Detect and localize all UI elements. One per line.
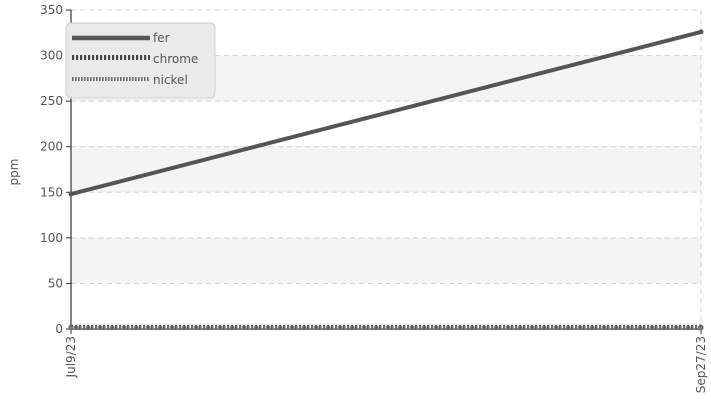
y-tick-label: 350 — [40, 3, 63, 17]
data-point-nickel-0 — [68, 325, 74, 331]
y-tick-label: 150 — [40, 185, 63, 199]
y-tick-label: 300 — [40, 49, 63, 63]
data-point-nickel-1 — [698, 325, 704, 331]
data-point-fer-0 — [68, 191, 74, 197]
plot-band — [71, 237, 701, 284]
y-tick-label: 200 — [40, 140, 63, 154]
y-tick-label: 100 — [40, 231, 63, 245]
legend-label-chrome: chrome — [153, 52, 198, 66]
series-line-fer — [69, 29, 703, 197]
plot-band — [71, 146, 701, 193]
legend-label-nickel: nickel — [153, 73, 188, 87]
y-axis-title: ppm — [7, 159, 21, 186]
data-point-fer-1 — [698, 29, 704, 35]
legend-label-fer: fer — [153, 31, 170, 45]
y-tick-label: 50 — [48, 276, 63, 290]
legend-swatch-nickel — [72, 77, 150, 81]
series-lines — [68, 29, 704, 331]
x-tick-labels: Jul9/23 Sep27/23 — [64, 336, 708, 393]
x-tick-label: Sep27/23 — [694, 336, 708, 393]
legend: fer chrome nickel — [65, 22, 216, 99]
x-tick-label: Jul9/23 — [64, 336, 78, 378]
y-tick-label: 250 — [40, 94, 63, 108]
y-tick-labels: 0 50 100 150 200 250 300 350 — [40, 3, 63, 336]
legend-swatch-chrome — [72, 55, 150, 60]
y-tick-label: 0 — [55, 322, 63, 336]
